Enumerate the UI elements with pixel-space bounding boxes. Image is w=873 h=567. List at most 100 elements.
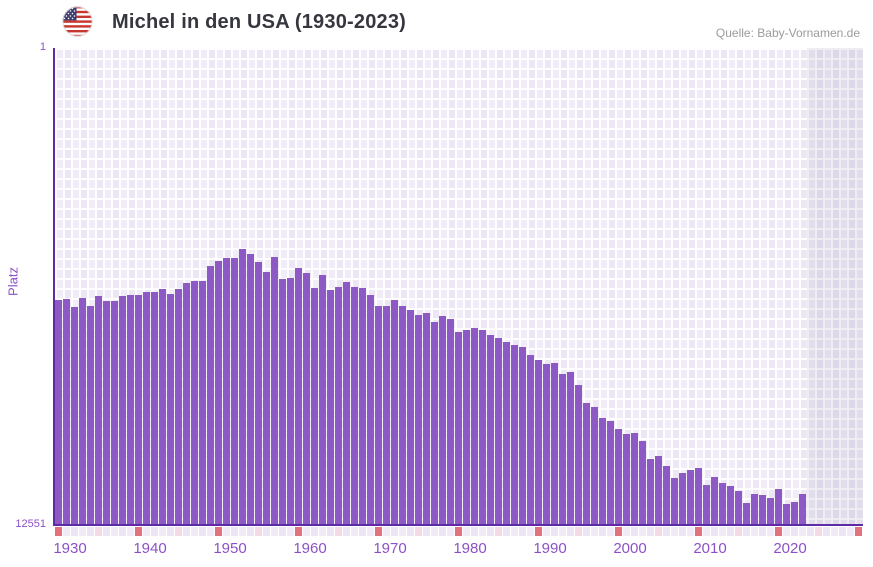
bar-1994[interactable] bbox=[567, 372, 574, 524]
bar-1976[interactable] bbox=[423, 313, 430, 524]
bar-2018[interactable] bbox=[759, 495, 766, 524]
bar-1948[interactable] bbox=[199, 281, 206, 524]
bar-2015[interactable] bbox=[735, 491, 742, 524]
bar-1941[interactable] bbox=[143, 292, 150, 524]
bar-1963[interactable] bbox=[319, 275, 326, 524]
bar-1959[interactable] bbox=[287, 278, 294, 524]
bar-1945[interactable] bbox=[175, 289, 182, 524]
bar-1956[interactable] bbox=[263, 272, 270, 524]
bar-2009[interactable] bbox=[687, 470, 694, 524]
bar-1930[interactable] bbox=[55, 300, 62, 524]
bar-1944[interactable] bbox=[167, 294, 174, 524]
bar-2013[interactable] bbox=[719, 483, 726, 524]
plot-area bbox=[55, 48, 863, 524]
bar-1979[interactable] bbox=[447, 319, 454, 524]
bar-1946[interactable] bbox=[183, 283, 190, 524]
year-cell-1989 bbox=[527, 527, 534, 536]
bar-1958[interactable] bbox=[279, 279, 286, 524]
bar-1995[interactable] bbox=[575, 385, 582, 524]
bar-1969[interactable] bbox=[367, 295, 374, 524]
bar-1942[interactable] bbox=[151, 292, 158, 524]
bar-1947[interactable] bbox=[191, 281, 198, 524]
bar-1978[interactable] bbox=[439, 316, 446, 524]
bar-1935[interactable] bbox=[95, 296, 102, 524]
bar-2008[interactable] bbox=[679, 473, 686, 524]
bar-1999[interactable] bbox=[607, 421, 614, 524]
bar-1987[interactable] bbox=[511, 345, 518, 524]
bar-1982[interactable] bbox=[471, 328, 478, 524]
bar-1973[interactable] bbox=[399, 306, 406, 524]
bar-1936[interactable] bbox=[103, 301, 110, 524]
bar-1939[interactable] bbox=[127, 295, 134, 524]
bar-2005[interactable] bbox=[655, 456, 662, 524]
bar-2006[interactable] bbox=[663, 466, 670, 524]
bar-1938[interactable] bbox=[119, 296, 126, 524]
bar-1961[interactable] bbox=[303, 273, 310, 524]
bar-1950[interactable] bbox=[215, 261, 222, 524]
year-cell-1971 bbox=[383, 527, 390, 536]
bar-2000[interactable] bbox=[615, 429, 622, 524]
bar-1992[interactable] bbox=[551, 363, 558, 524]
year-cell-2006 bbox=[663, 527, 670, 536]
bar-2012[interactable] bbox=[711, 477, 718, 524]
bar-1972[interactable] bbox=[391, 300, 398, 524]
bar-2020[interactable] bbox=[775, 489, 782, 524]
bar-1957[interactable] bbox=[271, 257, 278, 524]
bar-1943[interactable] bbox=[159, 289, 166, 524]
bar-1983[interactable] bbox=[479, 330, 486, 524]
bar-1997[interactable] bbox=[591, 407, 598, 524]
bar-1966[interactable] bbox=[343, 282, 350, 524]
bar-2022[interactable] bbox=[791, 502, 798, 524]
bar-2001[interactable] bbox=[623, 434, 630, 524]
bar-1985[interactable] bbox=[495, 338, 502, 524]
bar-1967[interactable] bbox=[351, 287, 358, 524]
bar-1954[interactable] bbox=[247, 254, 254, 524]
bar-1986[interactable] bbox=[503, 342, 510, 524]
bar-2021[interactable] bbox=[783, 504, 790, 524]
bar-2023[interactable] bbox=[799, 494, 806, 524]
bar-2004[interactable] bbox=[647, 459, 654, 524]
bar-1977[interactable] bbox=[431, 322, 438, 524]
bar-2003[interactable] bbox=[639, 441, 646, 524]
bar-1934[interactable] bbox=[87, 306, 94, 524]
bar-2007[interactable] bbox=[671, 478, 678, 524]
bar-1971[interactable] bbox=[383, 306, 390, 524]
bar-1952[interactable] bbox=[231, 258, 238, 524]
bar-1975[interactable] bbox=[415, 315, 422, 524]
bar-1980[interactable] bbox=[455, 332, 462, 524]
bar-1981[interactable] bbox=[463, 330, 470, 524]
year-cell-1949 bbox=[207, 527, 214, 536]
bar-1953[interactable] bbox=[239, 249, 246, 524]
bar-2002[interactable] bbox=[631, 433, 638, 524]
bar-1984[interactable] bbox=[487, 335, 494, 524]
bar-2014[interactable] bbox=[727, 486, 734, 524]
bar-1962[interactable] bbox=[311, 288, 318, 524]
year-cell-1942 bbox=[151, 527, 158, 536]
bar-1964[interactable] bbox=[327, 290, 334, 524]
bar-1932[interactable] bbox=[71, 307, 78, 524]
bar-1955[interactable] bbox=[255, 262, 262, 524]
bar-1991[interactable] bbox=[543, 364, 550, 524]
bar-2016[interactable] bbox=[743, 503, 750, 524]
bar-1974[interactable] bbox=[407, 310, 414, 524]
bar-1933[interactable] bbox=[79, 298, 86, 524]
bar-1998[interactable] bbox=[599, 418, 606, 524]
bar-1965[interactable] bbox=[335, 287, 342, 524]
bar-1949[interactable] bbox=[207, 266, 214, 524]
bar-1990[interactable] bbox=[535, 360, 542, 524]
bar-1989[interactable] bbox=[527, 355, 534, 524]
bar-1988[interactable] bbox=[519, 347, 526, 524]
bar-2019[interactable] bbox=[767, 498, 774, 524]
bar-1996[interactable] bbox=[583, 403, 590, 524]
bar-1970[interactable] bbox=[375, 306, 382, 524]
bar-1960[interactable] bbox=[295, 268, 302, 524]
bar-2017[interactable] bbox=[751, 494, 758, 524]
bar-2010[interactable] bbox=[695, 468, 702, 524]
bar-1968[interactable] bbox=[359, 288, 366, 524]
bar-1951[interactable] bbox=[223, 258, 230, 524]
bar-1937[interactable] bbox=[111, 301, 118, 524]
bar-2011[interactable] bbox=[703, 485, 710, 524]
bar-1993[interactable] bbox=[559, 374, 566, 524]
bar-1931[interactable] bbox=[63, 299, 70, 524]
bar-1940[interactable] bbox=[135, 295, 142, 524]
